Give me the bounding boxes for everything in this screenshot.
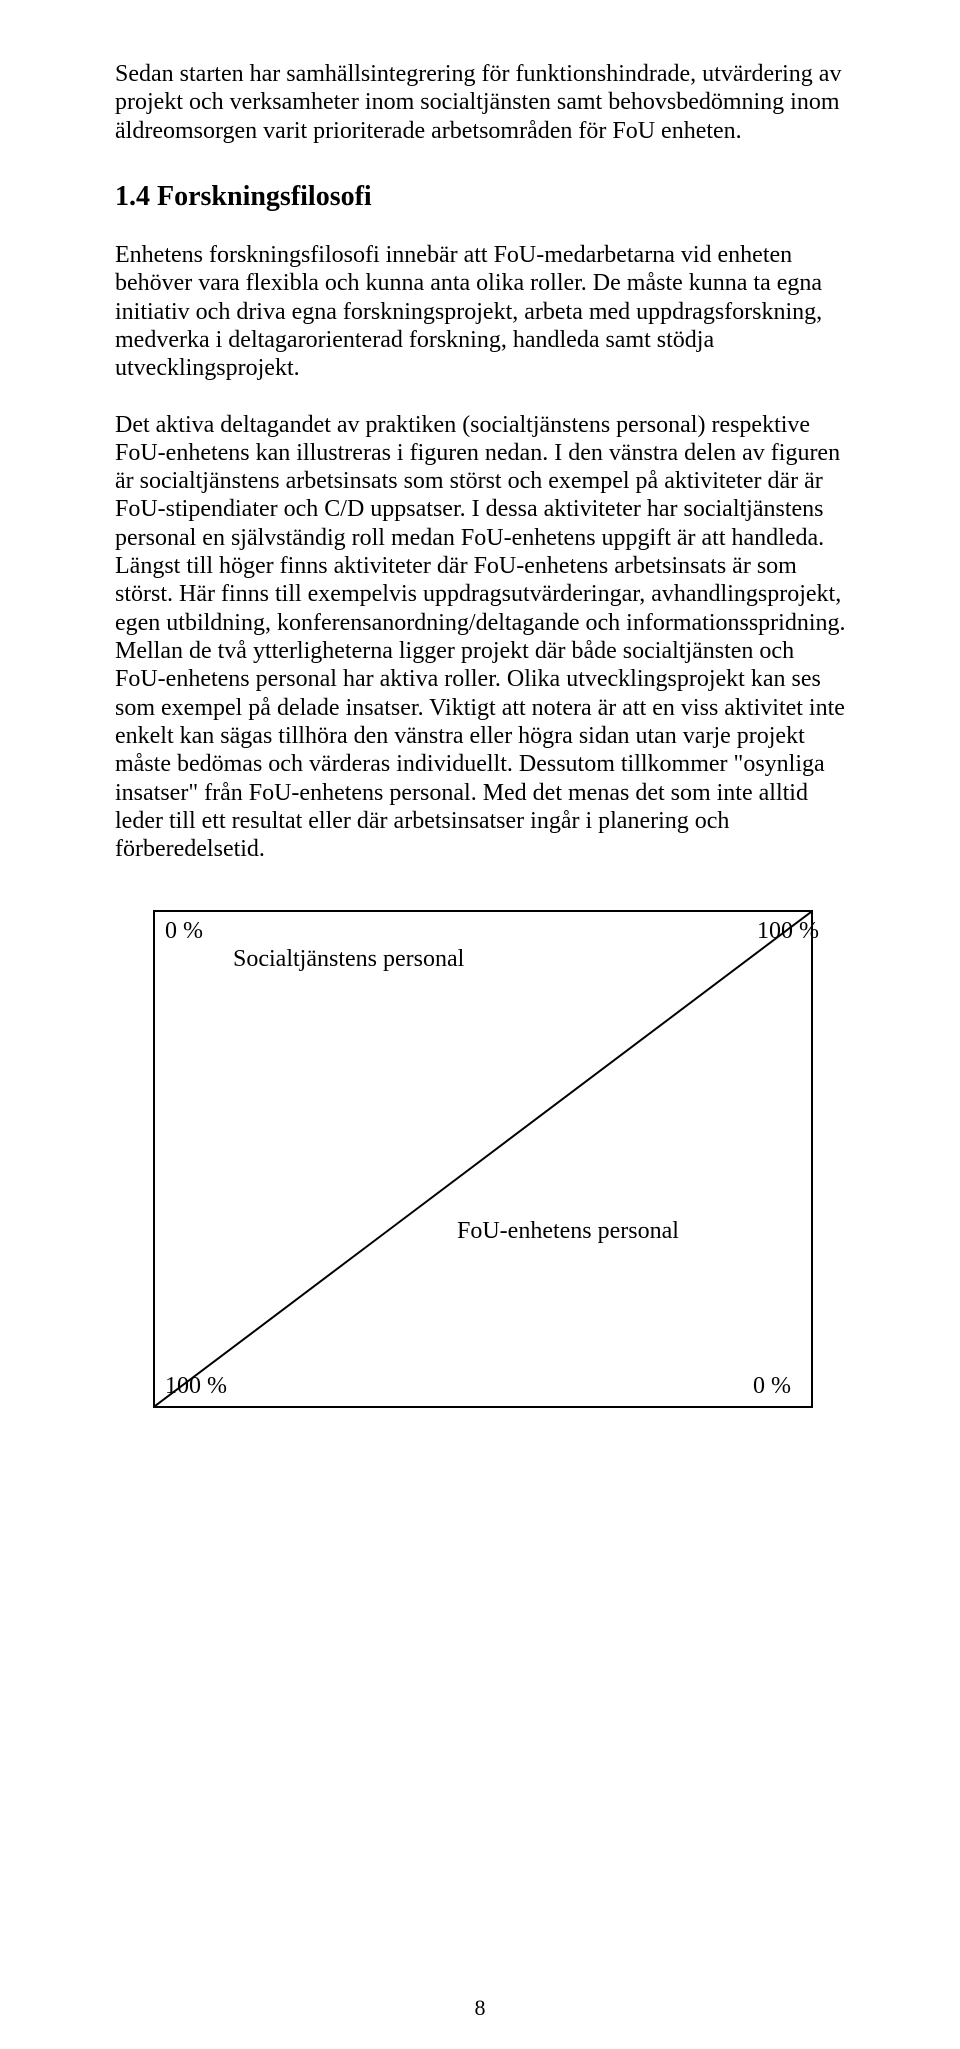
figure-label-bottom-right: 0 %	[753, 1373, 791, 1399]
figure-label-top-right: 100 %	[757, 918, 819, 944]
figure-label-sub-top: Socialtjänstens personal	[233, 946, 464, 972]
figure-label-middle: FoU-enhetens personal	[457, 1218, 679, 1244]
document-page: Sedan starten har samhällsintegrering fö…	[0, 0, 960, 2049]
figure-box: 0 % 100 % Socialtjänstens personal FoU-e…	[153, 910, 813, 1408]
figure-label-bottom-left: 100 %	[165, 1373, 227, 1399]
figure-container: 0 % 100 % Socialtjänstens personal FoU-e…	[153, 910, 850, 1408]
body-paragraph-1: Enhetens forskningsfilosofi innebär att …	[115, 241, 850, 383]
intro-paragraph: Sedan starten har samhällsintegrering fö…	[115, 60, 850, 145]
body-paragraph-2: Det aktiva deltagandet av praktiken (soc…	[115, 411, 850, 864]
section-heading: 1.4 Forskningsfilosofi	[115, 181, 850, 213]
figure-label-top-left: 0 %	[165, 918, 203, 944]
page-number: 8	[0, 1995, 960, 2021]
figure-diagonal-line	[155, 912, 811, 1406]
